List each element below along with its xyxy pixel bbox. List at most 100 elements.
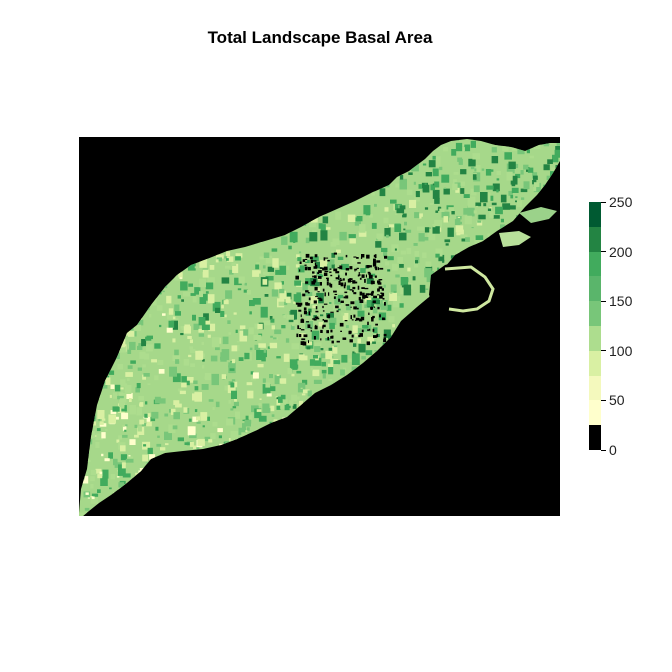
raster-cell	[235, 256, 241, 261]
raster-cell	[84, 507, 90, 511]
raster-cell	[230, 382, 235, 388]
raster-cell	[442, 259, 445, 263]
raster-cell	[274, 375, 281, 385]
raster-cell	[198, 333, 205, 337]
raster-cell	[129, 398, 132, 402]
raster-cell	[383, 284, 386, 288]
raster-cell	[529, 155, 535, 159]
raster-cell	[284, 404, 290, 411]
no-data-cell	[324, 319, 328, 323]
raster-cell	[202, 425, 205, 428]
raster-cell	[321, 369, 327, 374]
raster-cell	[90, 496, 99, 504]
raster-cell	[234, 411, 241, 419]
raster-cell	[523, 164, 529, 170]
raster-cell	[147, 447, 153, 454]
raster-cell	[124, 429, 127, 432]
raster-cell	[514, 163, 519, 169]
raster-cell	[151, 359, 157, 363]
raster-cell	[276, 397, 280, 400]
no-data-cell	[345, 254, 348, 258]
raster-cell	[328, 317, 337, 325]
raster-cell	[555, 146, 560, 151]
raster-cell	[325, 350, 333, 360]
raster-cell	[194, 266, 198, 269]
raster-cell	[472, 153, 480, 160]
raster-cell	[345, 325, 349, 329]
no-data-cell	[327, 336, 329, 341]
raster-cell	[108, 414, 116, 424]
raster-cell	[192, 296, 197, 303]
raster-cell	[308, 308, 312, 313]
raster-cell	[347, 214, 356, 222]
raster-cell	[203, 313, 209, 321]
map-title: Total Landscape Basal Area	[207, 28, 433, 47]
raster-cell	[434, 197, 440, 204]
raster-cell	[293, 319, 299, 325]
raster-cell	[212, 421, 218, 427]
raster-cell	[383, 329, 391, 338]
raster-cell	[247, 427, 250, 431]
no-data-cell	[354, 281, 358, 284]
raster-cell	[149, 454, 156, 460]
raster-cell	[296, 358, 299, 361]
raster-cell	[339, 271, 343, 275]
raster-cell	[112, 392, 118, 399]
raster-cell	[224, 385, 229, 391]
raster-cell	[337, 256, 344, 260]
raster-cell	[194, 409, 198, 413]
raster-cell	[146, 421, 152, 427]
no-data-cell	[330, 311, 334, 313]
raster-cell	[502, 143, 509, 151]
raster-cell	[116, 476, 120, 478]
raster-cell	[435, 253, 440, 258]
no-data-cell	[315, 296, 318, 298]
raster-cell	[172, 316, 176, 320]
raster-cell	[247, 420, 252, 424]
raster-cell	[432, 155, 436, 160]
raster-cell	[216, 257, 222, 262]
raster-cell	[79, 512, 87, 516]
raster-cell	[386, 304, 392, 311]
raster-cell	[305, 237, 310, 244]
raster-cell	[435, 248, 443, 257]
raster-cell	[372, 307, 378, 314]
raster-cell	[262, 378, 266, 383]
no-data-cell	[312, 271, 315, 274]
raster-cell	[399, 303, 404, 308]
raster-cell	[467, 205, 475, 217]
raster-cell	[445, 243, 449, 246]
raster-cell	[327, 363, 334, 367]
raster-cell	[422, 163, 427, 166]
raster-cell	[234, 277, 242, 286]
raster-cell	[279, 290, 286, 300]
raster-cell	[448, 207, 455, 215]
raster-cell	[373, 327, 378, 334]
no-data-cell	[352, 290, 354, 293]
raster-cell	[238, 276, 245, 284]
raster-cell	[252, 372, 259, 379]
raster-cell	[164, 431, 172, 440]
raster-cell	[392, 263, 398, 271]
raster-cell	[470, 140, 476, 148]
no-data-cell	[329, 282, 331, 287]
raster-map-svg	[79, 137, 560, 516]
raster-cell	[127, 349, 132, 354]
no-data-cell	[307, 324, 311, 328]
raster-cell	[187, 426, 196, 436]
raster-cell	[328, 378, 333, 382]
raster-cell	[154, 396, 161, 404]
raster-cell	[180, 326, 184, 329]
raster-cell	[546, 175, 553, 180]
raster-cell	[154, 375, 159, 381]
raster-cell	[143, 416, 151, 425]
raster-cell	[194, 287, 201, 295]
no-data-cell	[345, 304, 350, 306]
raster-cell	[333, 360, 341, 365]
no-data-cell	[302, 293, 306, 297]
raster-cell	[286, 292, 292, 300]
raster-cell	[190, 349, 196, 353]
raster-cell	[178, 272, 183, 278]
no-data-cell	[315, 324, 317, 328]
raster-cell	[457, 157, 463, 162]
